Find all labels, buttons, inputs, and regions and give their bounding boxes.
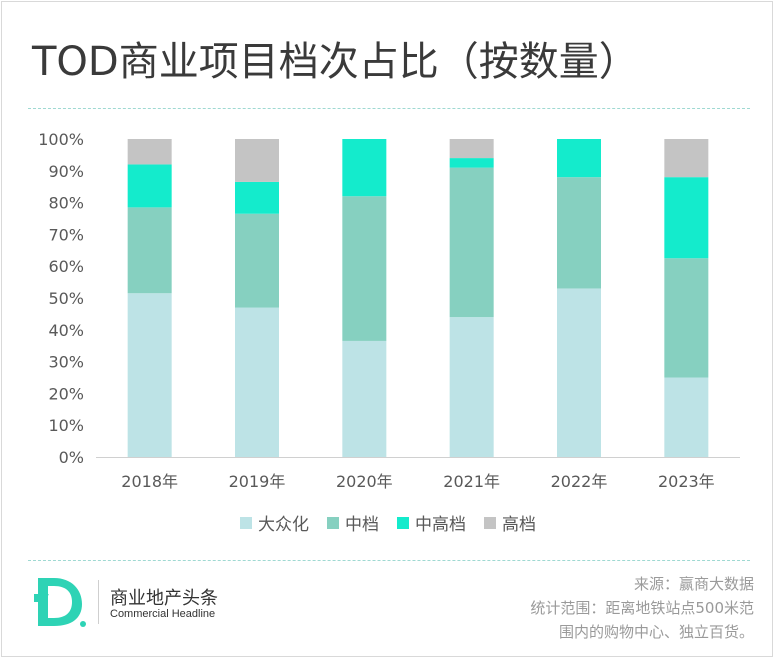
chart-title: TOD商业项目档次占比（按数量） <box>32 39 639 85</box>
bar-segment-1 <box>235 307 279 457</box>
y-tick-label: 20% <box>48 384 84 403</box>
y-tick-label: 30% <box>48 353 84 372</box>
legend-swatch <box>397 516 409 529</box>
bar-segment-3 <box>449 158 494 168</box>
bar-segment-3 <box>127 164 172 208</box>
x-tick-label: 2022年 <box>551 472 608 491</box>
x-tick-label: 2021年 <box>443 472 500 491</box>
legend-swatch <box>484 516 496 529</box>
bar-segment-4 <box>449 139 494 159</box>
bar-segment-2 <box>449 167 494 318</box>
legend-label: 大众化 <box>258 515 309 535</box>
top-divider <box>28 108 750 109</box>
y-tick-label: 70% <box>48 225 84 244</box>
x-tick-label: 2023年 <box>658 472 715 491</box>
bar-segment-1 <box>664 377 709 457</box>
legend-item: 中档 <box>327 510 379 535</box>
y-tick-label: 40% <box>48 321 84 340</box>
bar-segment-4 <box>664 139 709 178</box>
logo-separator <box>98 580 99 624</box>
legend-label: 高档 <box>502 515 536 535</box>
scope-text-line2: 围内的购物中心、独立百货。 <box>558 623 754 641</box>
bar-segment-1 <box>127 293 172 457</box>
legend-label: 中高档 <box>415 515 466 535</box>
scope-text-line1: 统计范围：距离地铁站点500米范 <box>530 599 754 617</box>
bar-segment-2 <box>235 213 279 308</box>
chart-legend: 大众化 中档 中高档 高档 <box>0 510 776 535</box>
y-tick-label: 10% <box>48 416 84 435</box>
bar-segment-1 <box>449 317 494 457</box>
bar-segment-1 <box>342 340 387 457</box>
bar-segment-4 <box>127 139 172 165</box>
bar-segment-2 <box>342 196 387 341</box>
source-note: 来源：赢商大数据 统计范围：距离地铁站点500米范 围内的购物中心、独立百货。 <box>530 572 754 644</box>
y-tick-label: 100% <box>38 130 84 149</box>
y-tick-label: 60% <box>48 257 84 276</box>
x-tick-label: 2018年 <box>121 472 178 491</box>
y-tick-label: 0% <box>59 448 84 467</box>
d-logo-icon <box>34 578 86 627</box>
bar-segment-3 <box>342 139 387 197</box>
legend-label: 中档 <box>345 515 379 535</box>
source-text: 来源：赢商大数据 <box>633 575 754 593</box>
brand-english-name: Commercial Headline <box>110 608 216 620</box>
brand-name: 商业地产头条 <box>110 588 218 609</box>
bar-segment-1 <box>557 288 601 457</box>
bottom-divider <box>28 560 750 561</box>
bar-segment-2 <box>127 207 172 294</box>
legend-swatch <box>240 516 252 529</box>
y-tick-label: 50% <box>48 289 84 308</box>
legend-item: 大众化 <box>240 510 309 535</box>
bar-segment-4 <box>235 139 279 182</box>
bar-segment-3 <box>235 181 279 214</box>
x-tick-label: 2020年 <box>336 472 393 491</box>
bar-segment-2 <box>557 177 601 289</box>
legend-item: 中高档 <box>397 510 466 535</box>
bar-segment-3 <box>557 139 601 178</box>
stacked-bar-chart: 0% 10% 20% 30% 40% 50% 60% 70% 80% 90% 100% 2018年 20… <box>38 130 740 491</box>
y-tick-label: 80% <box>48 194 84 213</box>
x-tick-label: 2019年 <box>229 472 286 491</box>
legend-item: 高档 <box>484 510 536 535</box>
bar-segment-2 <box>664 258 709 378</box>
legend-swatch <box>327 516 339 529</box>
bar-segment-3 <box>664 177 709 259</box>
y-tick-label: 90% <box>48 162 84 181</box>
